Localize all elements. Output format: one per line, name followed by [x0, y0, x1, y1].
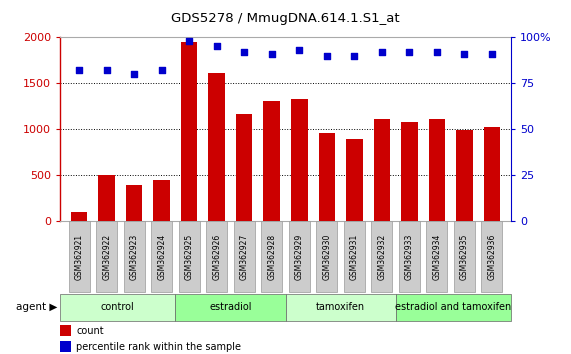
- Point: [102, 68, 111, 73]
- Bar: [206, 221, 227, 292]
- Bar: [263, 101, 280, 221]
- Bar: [96, 221, 117, 292]
- Text: estradiol and tamoxifen: estradiol and tamoxifen: [395, 302, 512, 312]
- Text: GSM362931: GSM362931: [350, 234, 359, 280]
- Text: GSM362923: GSM362923: [130, 234, 139, 280]
- Point: [487, 51, 496, 57]
- Bar: [151, 221, 172, 292]
- Point: [322, 53, 331, 58]
- Bar: [98, 175, 115, 221]
- Text: count: count: [76, 326, 104, 336]
- Bar: [319, 133, 335, 221]
- Bar: [286, 293, 396, 321]
- Point: [460, 51, 469, 57]
- Text: control: control: [101, 302, 135, 312]
- Bar: [291, 99, 308, 221]
- Point: [432, 49, 441, 55]
- Text: GSM362926: GSM362926: [212, 234, 221, 280]
- Text: GSM362927: GSM362927: [240, 234, 249, 280]
- Bar: [373, 119, 390, 221]
- Text: GSM362930: GSM362930: [322, 233, 331, 280]
- Bar: [236, 114, 252, 221]
- Text: GDS5278 / MmugDNA.614.1.S1_at: GDS5278 / MmugDNA.614.1.S1_at: [171, 12, 400, 25]
- Bar: [124, 221, 144, 292]
- Text: estradiol: estradiol: [209, 302, 252, 312]
- Bar: [175, 293, 286, 321]
- Point: [75, 68, 84, 73]
- Text: GSM362929: GSM362929: [295, 234, 304, 280]
- Bar: [396, 293, 511, 321]
- Bar: [428, 119, 445, 221]
- Bar: [179, 221, 200, 292]
- Point: [349, 53, 359, 58]
- Bar: [262, 221, 282, 292]
- Bar: [454, 221, 475, 292]
- Text: agent ▶: agent ▶: [16, 302, 57, 312]
- Point: [267, 51, 276, 57]
- Bar: [484, 127, 500, 221]
- Bar: [346, 139, 363, 221]
- Point: [212, 44, 222, 49]
- Text: GSM362921: GSM362921: [75, 234, 84, 280]
- Bar: [181, 42, 198, 221]
- Text: GSM362928: GSM362928: [267, 234, 276, 280]
- Point: [377, 49, 387, 55]
- Text: GSM362922: GSM362922: [102, 234, 111, 280]
- Point: [405, 49, 414, 55]
- Bar: [60, 293, 175, 321]
- Text: GSM362924: GSM362924: [157, 234, 166, 280]
- Text: GSM362936: GSM362936: [487, 233, 496, 280]
- Point: [130, 71, 139, 77]
- Bar: [154, 180, 170, 221]
- Text: GSM362932: GSM362932: [377, 234, 386, 280]
- Bar: [60, 341, 71, 353]
- Bar: [69, 221, 90, 292]
- Bar: [401, 122, 417, 221]
- Text: GSM362934: GSM362934: [432, 233, 441, 280]
- Bar: [289, 221, 309, 292]
- Bar: [71, 212, 87, 221]
- Bar: [371, 221, 392, 292]
- Bar: [208, 73, 225, 221]
- Point: [157, 68, 166, 73]
- Text: GSM362935: GSM362935: [460, 233, 469, 280]
- Bar: [344, 221, 365, 292]
- Text: tamoxifen: tamoxifen: [316, 302, 365, 312]
- Bar: [427, 221, 447, 292]
- Point: [184, 38, 194, 44]
- Bar: [456, 130, 473, 221]
- Bar: [234, 221, 255, 292]
- Point: [240, 49, 249, 55]
- Bar: [60, 325, 71, 336]
- Bar: [399, 221, 420, 292]
- Bar: [126, 185, 143, 221]
- Text: GSM362925: GSM362925: [185, 234, 194, 280]
- Point: [295, 47, 304, 53]
- Bar: [481, 221, 502, 292]
- Text: percentile rank within the sample: percentile rank within the sample: [76, 342, 241, 352]
- Text: GSM362933: GSM362933: [405, 233, 414, 280]
- Bar: [316, 221, 337, 292]
